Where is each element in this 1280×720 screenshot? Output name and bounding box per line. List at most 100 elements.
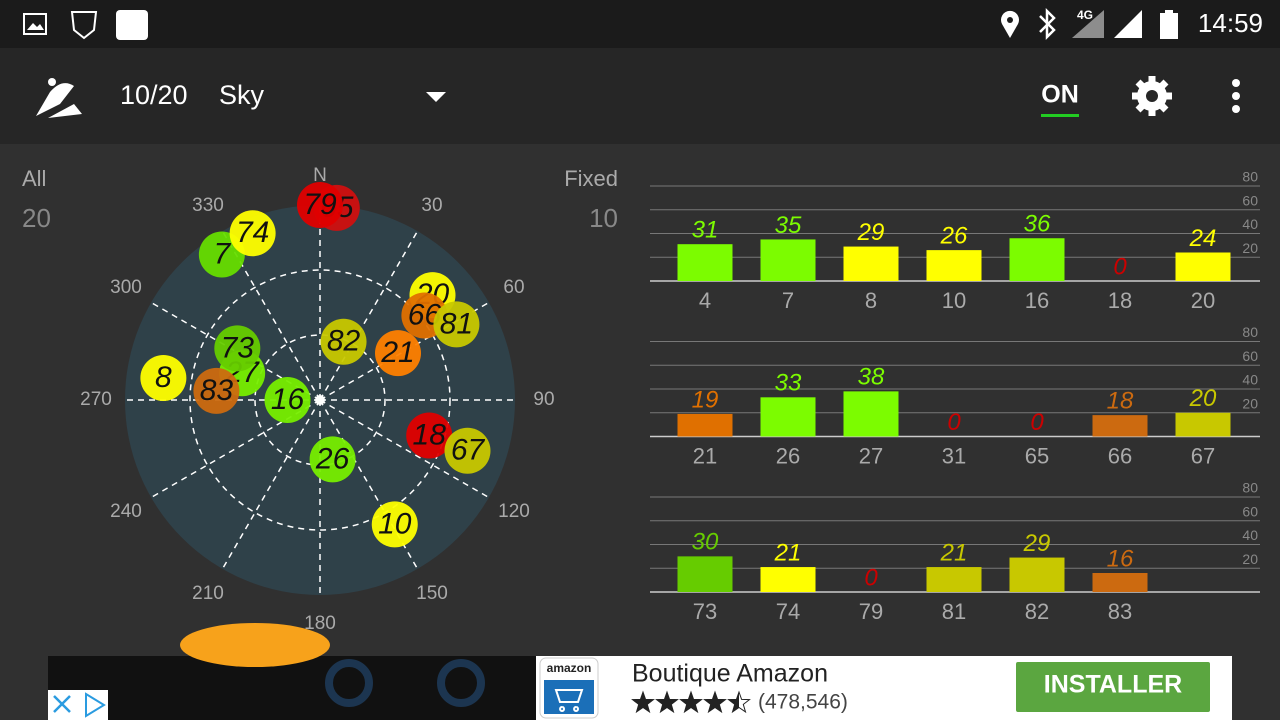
value-label: 35 [775, 212, 802, 239]
bar [1092, 415, 1148, 437]
x-tick-label: 26 [776, 443, 800, 468]
bar [926, 250, 982, 281]
bar [760, 239, 816, 281]
bar [677, 556, 733, 592]
menu-button[interactable] [1232, 79, 1240, 113]
x-tick-label: 18 [1108, 288, 1132, 313]
satellite [297, 182, 343, 228]
x-tick-label: 4 [699, 288, 711, 313]
x-tick-label: 83 [1108, 599, 1132, 624]
satellite-label: 81 [440, 307, 473, 340]
toolbar [0, 48, 1280, 144]
ad-brand: amazon [547, 661, 592, 675]
value-label: 29 [1023, 530, 1051, 557]
settings-button[interactable] [1132, 76, 1172, 116]
x-tick-label: 7 [782, 288, 794, 313]
satellite-label: 10 [378, 507, 412, 540]
x-tick-label: 79 [859, 599, 883, 624]
value-label: 31 [692, 217, 719, 244]
satellite-label: 67 [451, 434, 486, 467]
y-tick-label: 20 [1242, 240, 1258, 256]
compass-label: 270 [80, 389, 112, 410]
rating-star [631, 690, 655, 714]
satellite-label: 83 [200, 374, 234, 407]
rating-star [679, 690, 703, 714]
rating-star [703, 690, 727, 714]
x-tick-label: 67 [1191, 443, 1215, 468]
satellite-label: 7 [214, 237, 232, 270]
x-tick-label: 8 [865, 288, 877, 313]
bar [926, 567, 982, 592]
satellite [406, 412, 453, 459]
app-logo[interactable] [36, 78, 82, 118]
ad-close[interactable] [53, 695, 71, 713]
all-count: 20 [22, 203, 51, 233]
x-tick-label: 73 [693, 599, 717, 624]
y-tick-label: 80 [1242, 480, 1258, 496]
value-label: 21 [774, 539, 802, 566]
satellite-label: 74 [236, 216, 269, 249]
value-label: 16 [1107, 545, 1134, 572]
bar [1175, 412, 1231, 437]
satellite [229, 210, 276, 257]
y-tick-label: 60 [1242, 503, 1258, 519]
x-tick-label: 20 [1191, 288, 1215, 313]
y-tick-label: 80 [1242, 169, 1258, 185]
satellite [264, 377, 311, 423]
snr-charts: 20 40 60 80 31 4 35 7 29 8 26 10 36 16 0 18 24 20 20 40 60 80… [650, 169, 1260, 624]
value-label: 36 [1024, 211, 1051, 238]
status-bar [0, 0, 1280, 48]
y-tick-label: 20 [1242, 395, 1258, 411]
view-selector[interactable]: Sky [219, 80, 265, 110]
satellite-count: 10/20 [120, 80, 188, 110]
value-label: 38 [858, 364, 885, 391]
value-label: 0 [1113, 253, 1127, 280]
satellite-label: 16 [271, 383, 305, 416]
value-label: 29 [857, 219, 885, 246]
ad-info[interactable] [85, 692, 106, 718]
toggle-switch[interactable]: ON [1041, 81, 1079, 109]
bar [760, 567, 816, 592]
value-label: 24 [1189, 225, 1217, 252]
compass-label: 120 [498, 501, 530, 522]
value-label: 0 [947, 409, 961, 436]
ad-choices[interactable] [48, 690, 108, 720]
satellite-label: 8 [155, 361, 172, 394]
compass-label: 330 [192, 195, 224, 216]
y-tick-label: 40 [1242, 216, 1258, 232]
bar [843, 391, 899, 437]
compass-label: 180 [304, 613, 336, 634]
value-label: 33 [775, 370, 802, 397]
all-label: All [22, 166, 46, 191]
x-tick-label: 31 [942, 443, 966, 468]
install-label[interactable]: INSTALLER [1044, 671, 1182, 699]
x-tick-label: 16 [1025, 288, 1049, 313]
compass-label: 300 [110, 277, 142, 298]
satellite-label: 26 [315, 442, 350, 475]
compass-label: 60 [503, 277, 524, 298]
value-label: 26 [940, 222, 968, 249]
bar [1009, 557, 1065, 592]
y-tick-label: 80 [1242, 324, 1258, 340]
satellite [444, 427, 491, 474]
satellite-label: 73 [221, 331, 255, 364]
dropdown-arrow[interactable] [426, 92, 446, 102]
satellite-label: 18 [413, 418, 447, 451]
install-button[interactable] [1016, 662, 1210, 712]
ad-image-shape [180, 623, 330, 667]
satellite-label: 21 [380, 336, 414, 369]
ad-rating [631, 690, 751, 714]
compass-label: N [313, 165, 327, 186]
bar [1092, 573, 1148, 592]
toggle-indicator [1041, 114, 1079, 117]
value-label: 20 [1189, 385, 1217, 412]
bar [760, 397, 816, 437]
y-tick-label: 60 [1242, 192, 1258, 208]
value-label: 19 [692, 386, 719, 413]
network-type: 4G [1077, 8, 1093, 22]
satellite [375, 330, 422, 377]
ad-image-shape [325, 659, 373, 707]
bar [1009, 238, 1065, 281]
compass-label: 210 [192, 583, 224, 604]
